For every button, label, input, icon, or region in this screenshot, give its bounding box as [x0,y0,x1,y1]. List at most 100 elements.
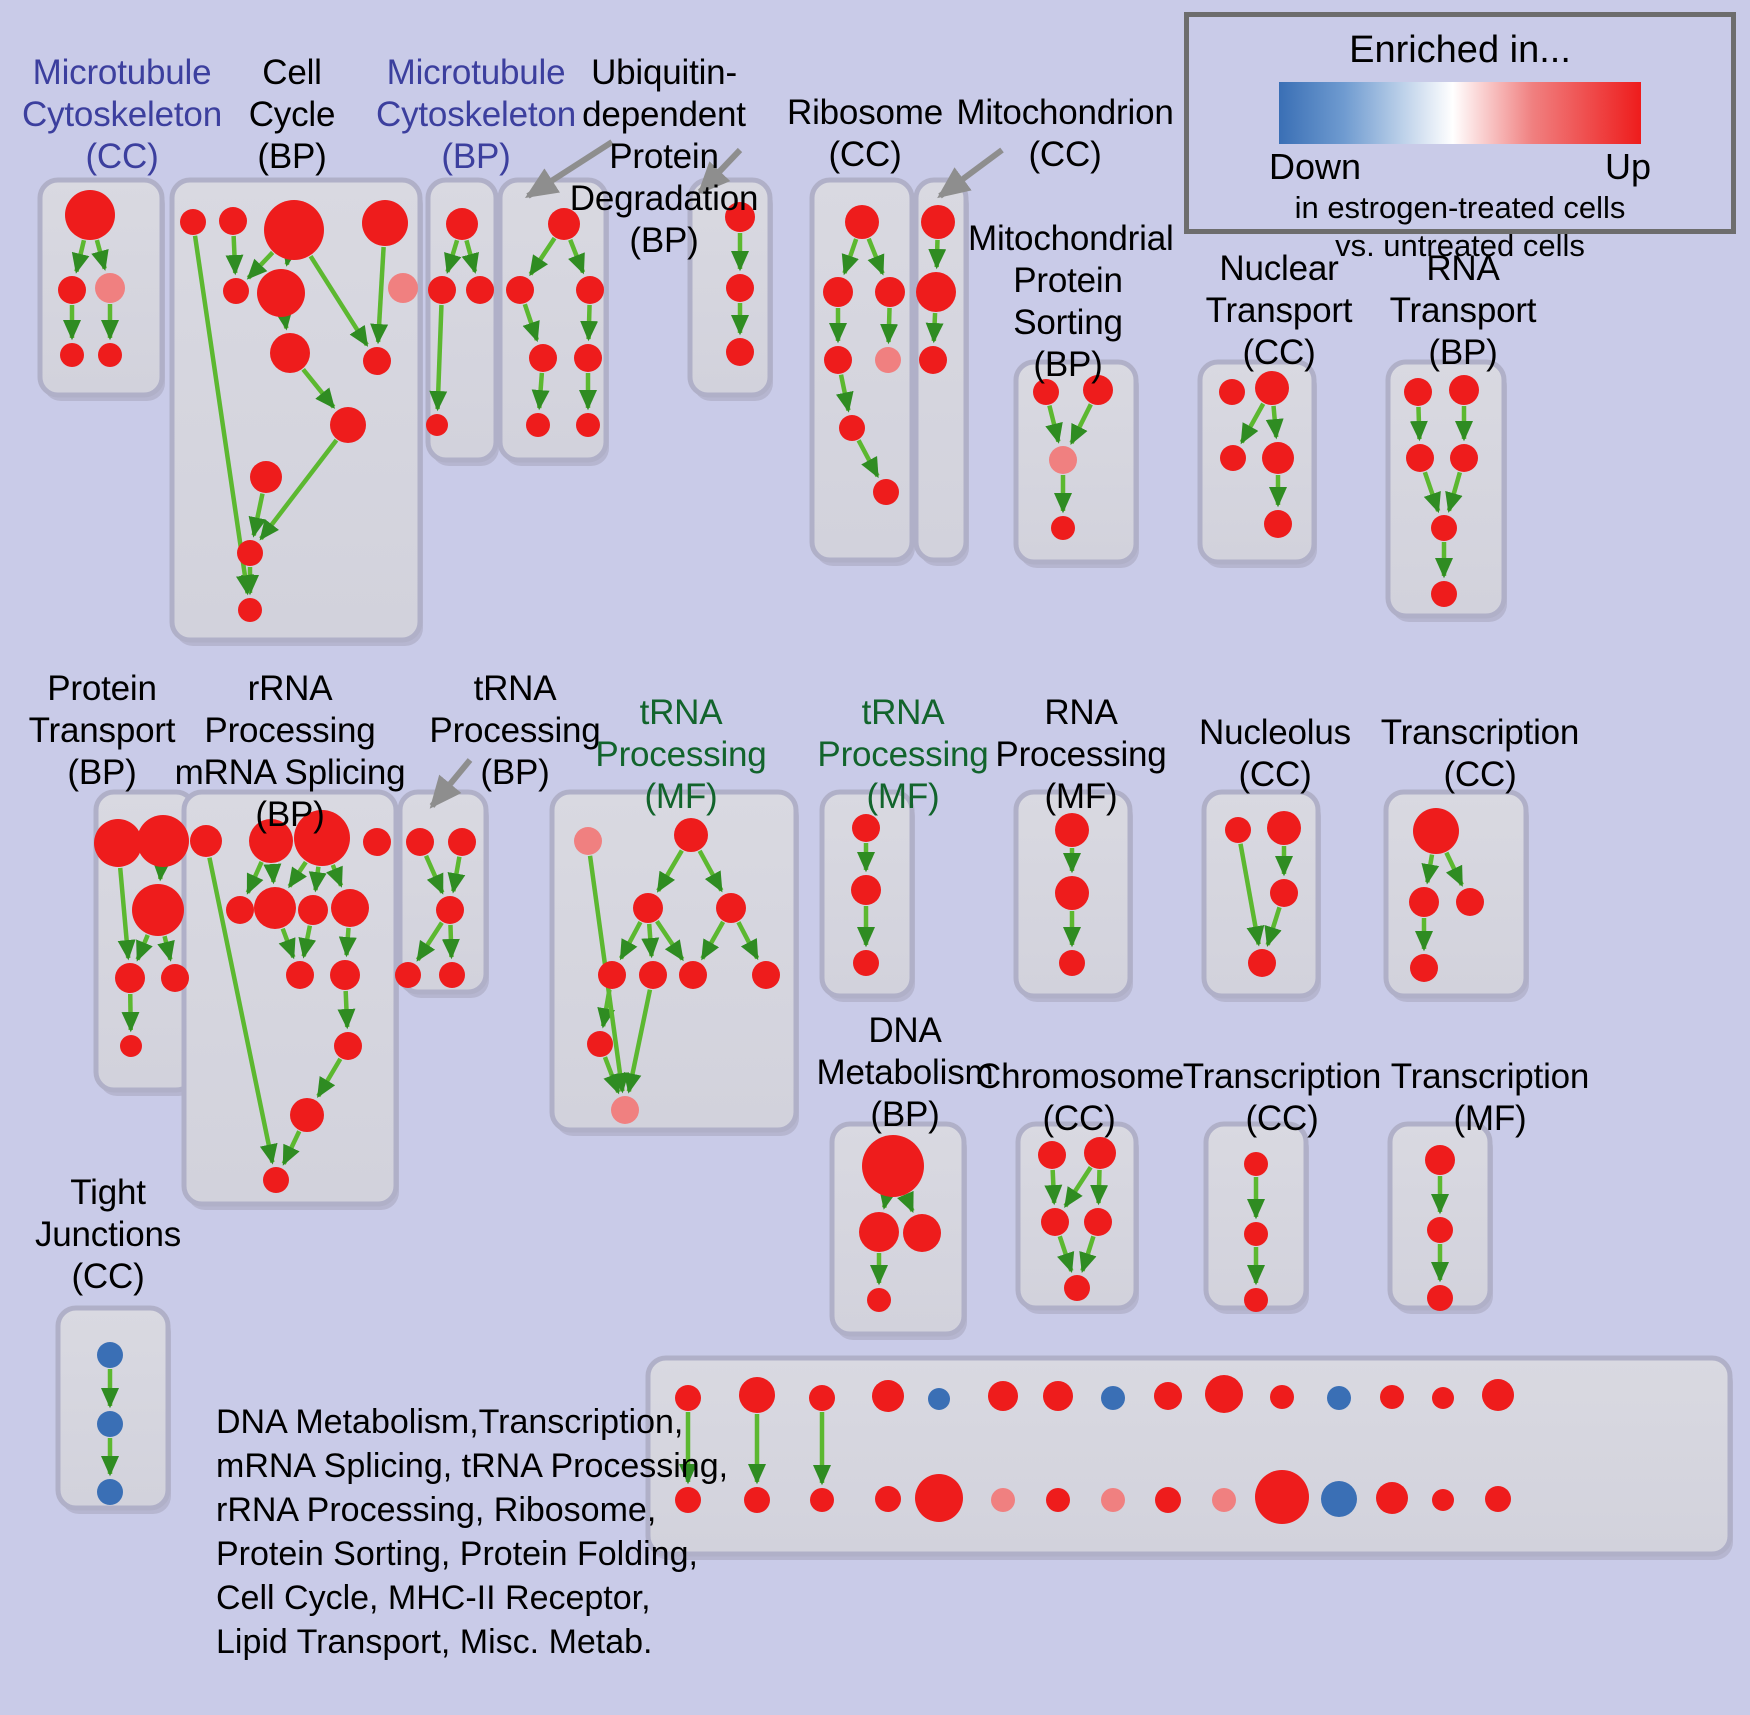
go-term-node[interactable] [1449,375,1479,405]
go-term-node[interactable] [1244,1222,1268,1246]
go-term-node[interactable] [823,277,853,307]
go-term-node[interactable] [875,277,905,307]
go-term-node[interactable] [1262,442,1294,474]
go-term-node[interactable] [362,200,408,246]
go-term-node[interactable] [264,200,324,260]
go-term-node[interactable] [1376,1482,1408,1514]
go-term-node[interactable] [428,276,456,304]
go-term-node[interactable] [466,276,494,304]
go-term-node[interactable] [1432,1489,1454,1511]
go-term-node[interactable] [1101,1488,1125,1512]
go-term-node[interactable] [809,1385,835,1411]
go-term-node[interactable] [845,205,879,239]
go-term-node[interactable] [988,1381,1018,1411]
go-term-node[interactable] [1270,1385,1294,1409]
go-term-node[interactable] [853,950,879,976]
go-term-node[interactable] [633,893,663,923]
go-term-node[interactable] [1327,1386,1351,1410]
go-term-node[interactable] [1038,1141,1066,1169]
go-term-node[interactable] [1432,1387,1454,1409]
go-term-node[interactable] [226,896,254,924]
go-term-node[interactable] [237,540,263,566]
go-term-node[interactable] [675,1487,701,1513]
go-term-node[interactable] [334,1032,362,1060]
go-term-node[interactable] [1255,371,1289,405]
go-term-node[interactable] [598,961,626,989]
go-term-node[interactable] [1427,1285,1453,1311]
go-term-node[interactable] [97,1479,123,1505]
go-term-node[interactable] [1485,1486,1511,1512]
go-term-node[interactable] [219,207,247,235]
go-term-node[interactable] [180,209,206,235]
go-term-node[interactable] [1404,378,1432,406]
go-term-node[interactable] [991,1488,1015,1512]
go-term-node[interactable] [1205,1375,1243,1413]
go-term-node[interactable] [674,818,708,852]
go-term-node[interactable] [257,269,305,317]
go-term-node[interactable] [824,346,852,374]
go-term-node[interactable] [331,889,369,927]
go-term-node[interactable] [915,1474,963,1522]
go-term-node[interactable] [1431,581,1457,607]
go-term-node[interactable] [875,1486,901,1512]
go-term-node[interactable] [426,414,448,436]
go-term-node[interactable] [238,598,262,622]
go-term-node[interactable] [752,961,780,989]
go-term-node[interactable] [1084,1137,1116,1169]
go-term-node[interactable] [1055,813,1089,847]
go-term-node[interactable] [919,346,947,374]
go-term-node[interactable] [250,461,282,493]
go-term-node[interactable] [1101,1386,1125,1410]
go-term-node[interactable] [65,190,115,240]
go-term-node[interactable] [1410,954,1438,982]
go-term-node[interactable] [916,272,956,312]
go-term-node[interactable] [639,961,667,989]
go-term-node[interactable] [439,962,465,988]
go-term-node[interactable] [587,1031,613,1057]
go-term-node[interactable] [120,1035,142,1057]
go-term-node[interactable] [739,1377,775,1413]
go-term-node[interactable] [726,274,754,302]
go-term-node[interactable] [1055,876,1089,910]
go-term-node[interactable] [839,415,865,441]
go-term-node[interactable] [388,273,418,303]
go-term-node[interactable] [395,962,421,988]
go-term-node[interactable] [810,1488,834,1512]
go-term-node[interactable] [1212,1488,1236,1512]
go-term-node[interactable] [576,413,600,437]
go-term-node[interactable] [60,343,84,367]
go-term-node[interactable] [363,347,391,375]
go-term-node[interactable] [190,825,222,857]
go-term-node[interactable] [716,893,746,923]
go-term-node[interactable] [1409,887,1439,917]
go-term-node[interactable] [548,208,580,240]
go-term-node[interactable] [1041,1208,1069,1236]
go-term-node[interactable] [132,884,184,936]
go-term-node[interactable] [223,278,249,304]
go-term-node[interactable] [744,1487,770,1513]
go-term-node[interactable] [98,343,122,367]
go-term-node[interactable] [1450,444,1478,472]
go-term-node[interactable] [1321,1481,1357,1517]
go-term-node[interactable] [448,828,476,856]
go-term-node[interactable] [611,1096,639,1124]
go-term-node[interactable] [1431,515,1457,541]
go-term-node[interactable] [1255,1470,1309,1524]
go-term-node[interactable] [903,1214,941,1252]
go-term-node[interactable] [679,961,707,989]
go-term-node[interactable] [94,819,142,867]
go-term-node[interactable] [506,276,534,304]
go-term-node[interactable] [862,1135,924,1197]
go-term-node[interactable] [1267,811,1301,845]
go-term-node[interactable] [1270,879,1298,907]
go-term-node[interactable] [290,1098,324,1132]
go-term-node[interactable] [1046,1488,1070,1512]
go-term-node[interactable] [725,202,755,232]
go-term-node[interactable] [1248,949,1276,977]
go-term-node[interactable] [1049,446,1077,474]
go-term-node[interactable] [286,961,314,989]
go-term-node[interactable] [406,828,434,856]
go-term-node[interactable] [330,407,366,443]
go-term-node[interactable] [852,814,880,842]
go-term-node[interactable] [1264,510,1292,538]
